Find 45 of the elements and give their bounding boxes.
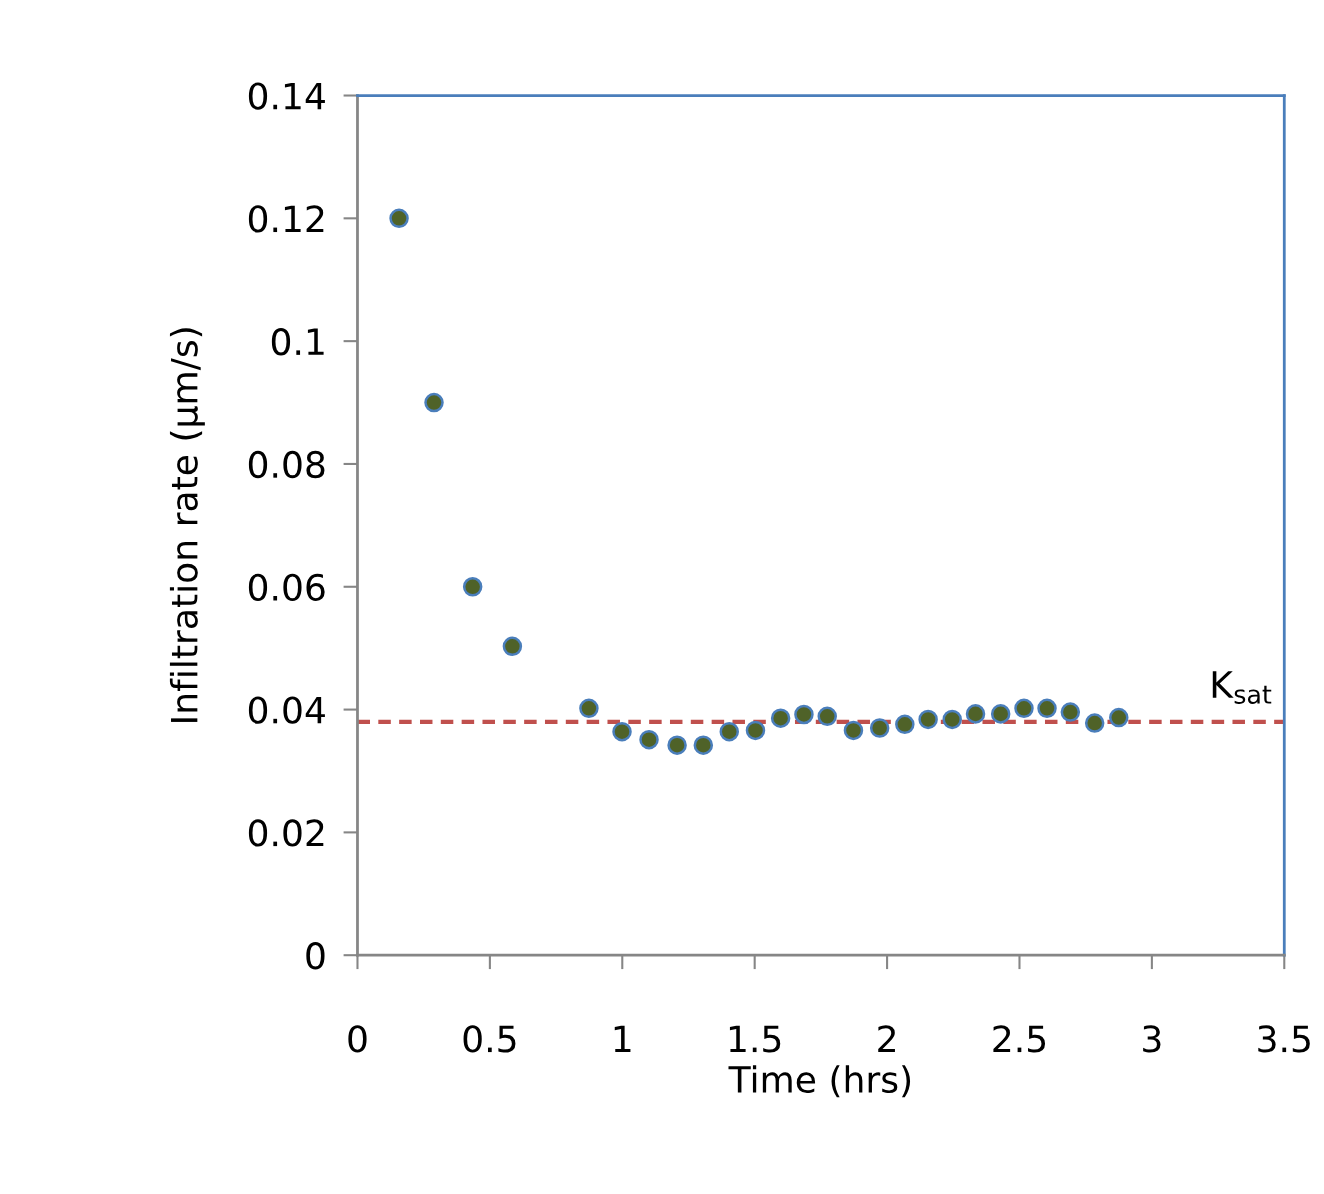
point — [990, 704, 1011, 724]
x-tick-label: 2 — [878, 1025, 895, 1053]
y-tick-label: 0 — [306, 942, 325, 970]
point — [579, 698, 599, 719]
point — [667, 735, 687, 755]
point — [770, 708, 791, 728]
y-tick-label: 0.02 — [248, 819, 324, 847]
point — [1037, 698, 1057, 719]
y-tick-label: 0.08 — [248, 450, 325, 479]
point — [612, 721, 632, 742]
x-axis-title: Time (hrs) — [728, 1065, 911, 1098]
point — [719, 721, 740, 742]
point — [745, 720, 766, 741]
point — [1014, 698, 1034, 719]
point — [639, 729, 659, 750]
y-axis-title: Infiltration rate (µm/s) — [169, 328, 205, 722]
point — [1109, 707, 1129, 728]
point — [693, 735, 714, 755]
point — [1060, 702, 1081, 722]
x-tick-label: 0.5 — [463, 1025, 516, 1053]
point — [502, 636, 523, 657]
y-tick-label: 0.1 — [271, 328, 324, 356]
point — [1084, 713, 1105, 733]
point — [965, 704, 986, 724]
point — [462, 577, 483, 597]
x-tick-label: 1.5 — [729, 1025, 781, 1053]
y-tick-label: 0.14 — [248, 82, 325, 110]
point — [942, 709, 962, 730]
x-tick-label: 0 — [348, 1025, 367, 1053]
point — [918, 709, 938, 730]
y-tick-label: 0.06 — [248, 573, 325, 601]
point — [424, 392, 444, 413]
point — [895, 714, 915, 735]
point — [843, 720, 864, 741]
x-tick-label: 2.5 — [993, 1025, 1046, 1053]
point — [389, 208, 409, 229]
point — [794, 704, 814, 725]
ref-line-label: K$_{sat}$ — [1212, 671, 1272, 704]
x-tick-label: 3.5 — [1258, 1025, 1310, 1053]
y-tick-label: 0.04 — [248, 696, 325, 724]
point — [869, 718, 890, 738]
y-tick-label: 0.12 — [248, 205, 324, 233]
x-tick-label: 3 — [1143, 1025, 1161, 1053]
x-tick-label: 1 — [614, 1025, 631, 1053]
point — [817, 706, 837, 727]
